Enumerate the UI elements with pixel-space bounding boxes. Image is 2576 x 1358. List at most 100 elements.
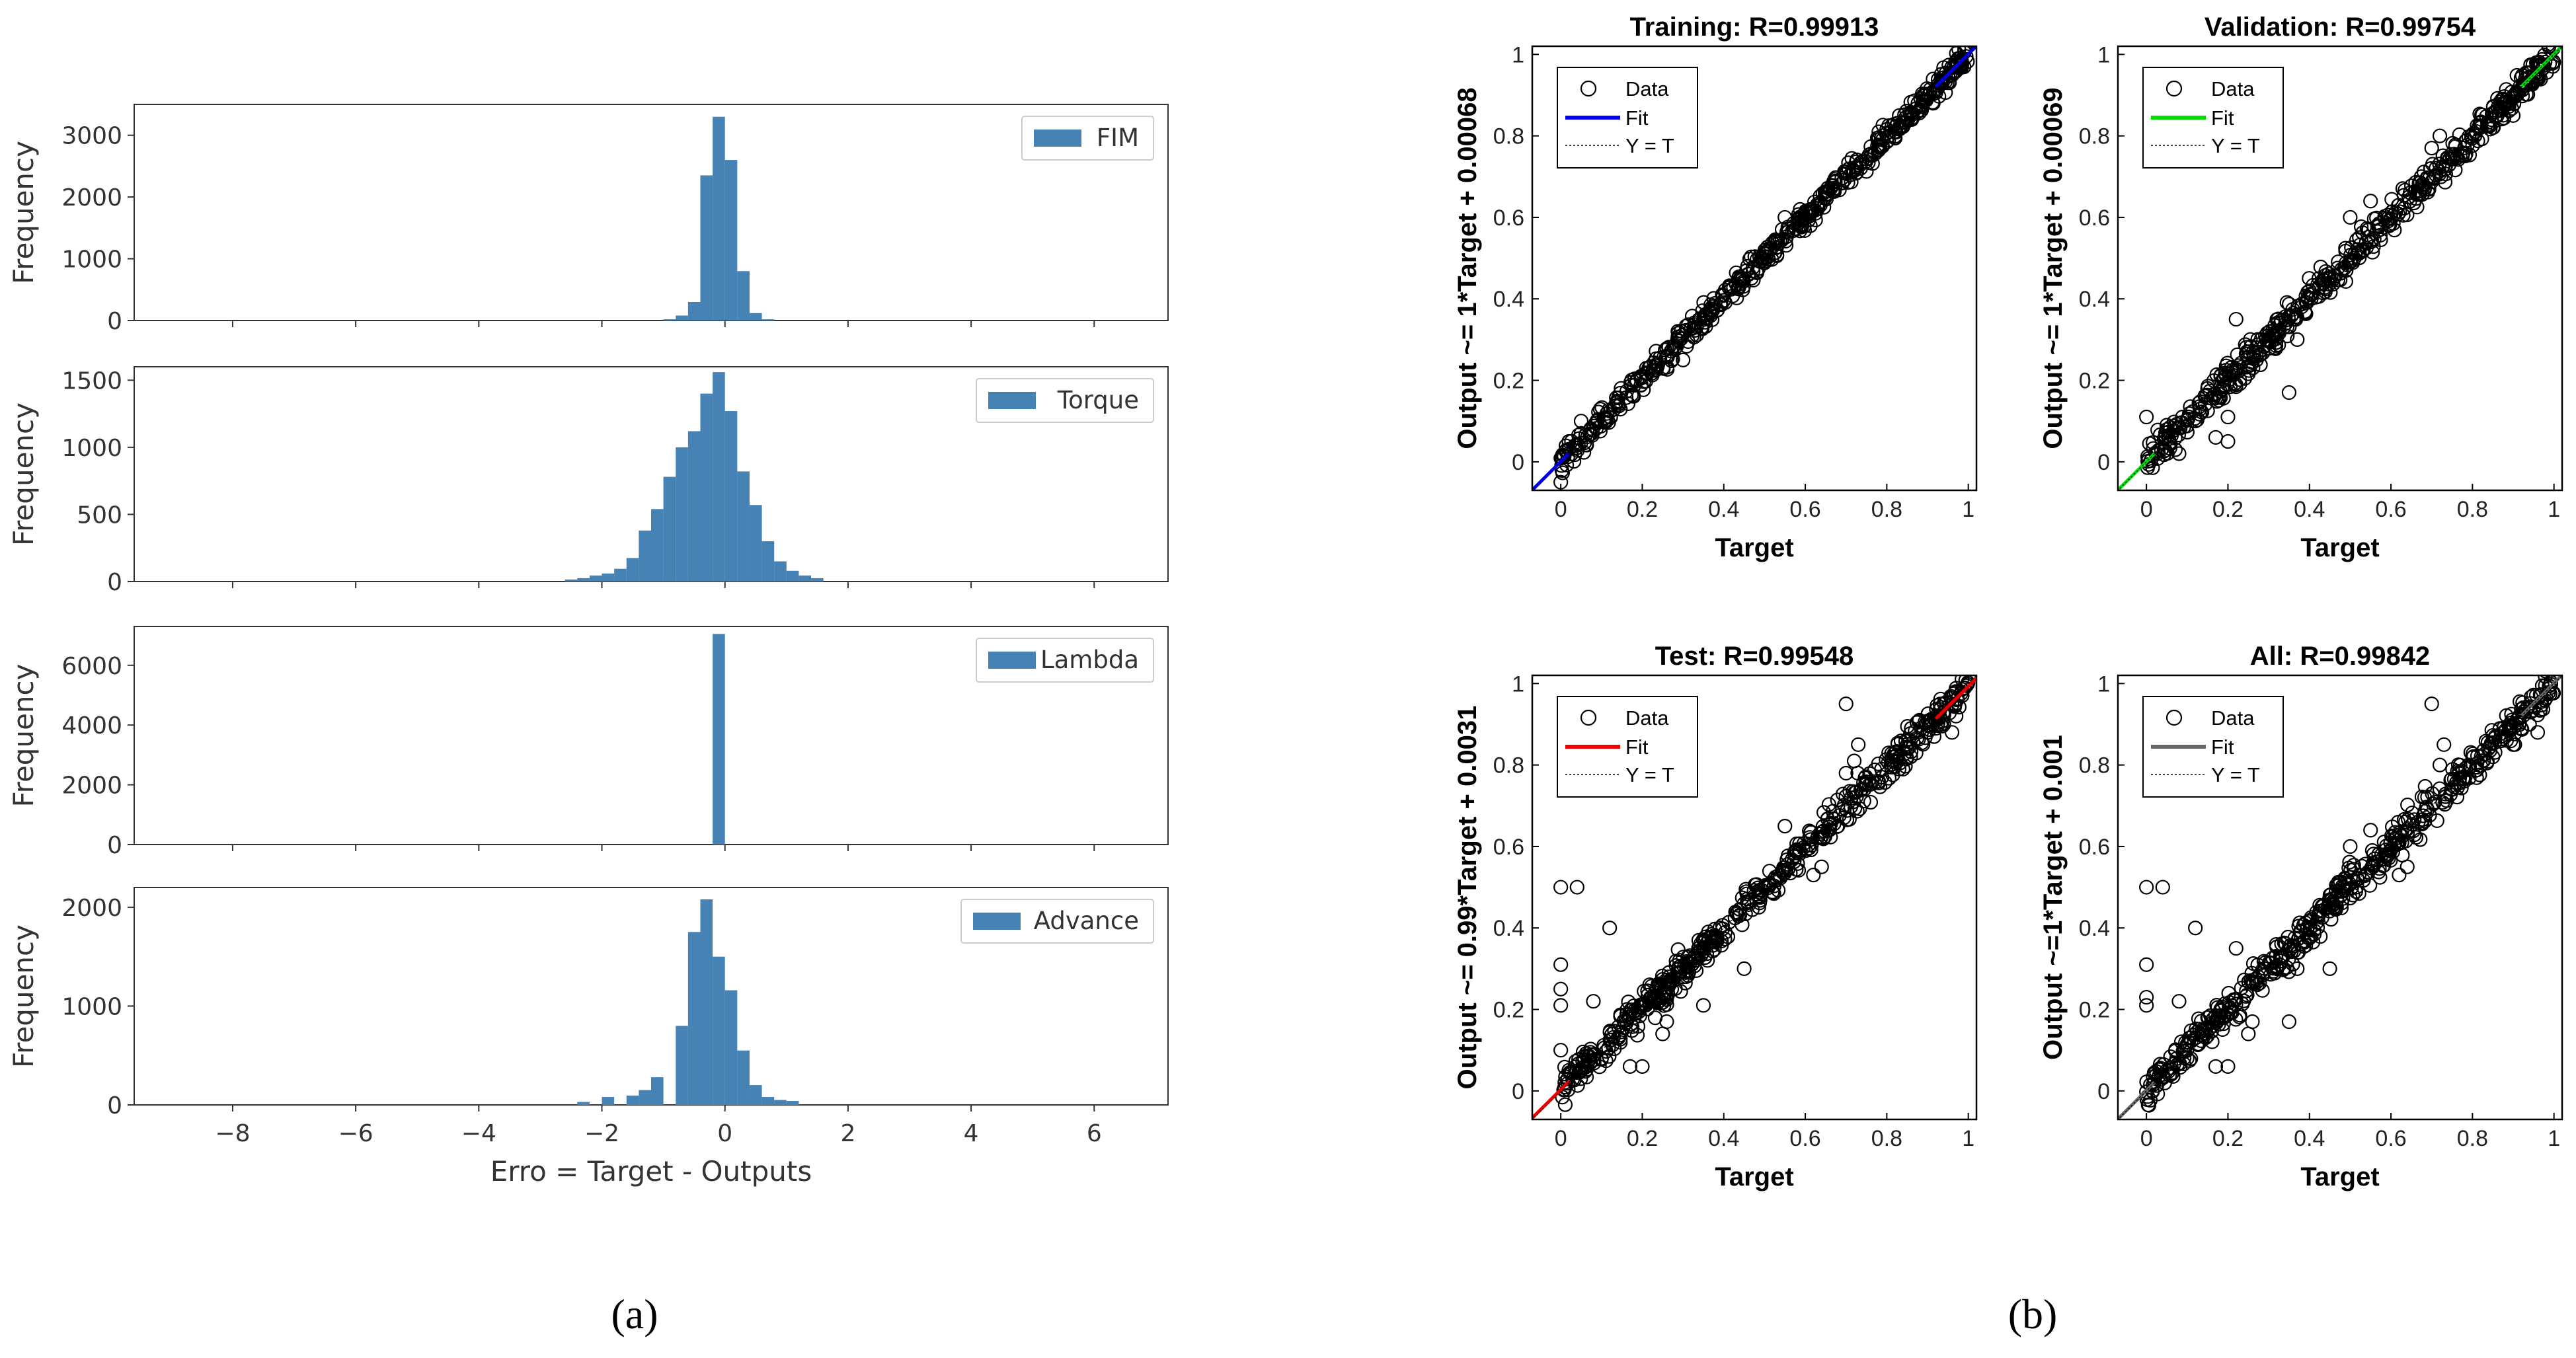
y-tick-label: 0.2 — [1493, 998, 1524, 1023]
histogram-panel-fim: 0 1000 2000 3000 Frequency FIM — [7, 104, 1169, 335]
y-tick-label: 1000 — [61, 435, 122, 462]
data-point — [2159, 1063, 2175, 1078]
y-tick-label: 0.6 — [2079, 206, 2110, 231]
x-tick-label: 0.2 — [2212, 497, 2244, 522]
plot-frame — [134, 104, 1169, 321]
data-point — [1871, 774, 1887, 789]
data-point — [2485, 120, 2501, 135]
legend-swatch — [1034, 130, 1081, 147]
regression-panel-3: 0 0.2 0.4 0.6 0.8 1 0 0.2 0.4 0.6 0.8 1 Test: R=0.99… — [1453, 642, 1978, 1191]
plot-area — [1532, 675, 1976, 1119]
x-tick-label: 0.6 — [2375, 497, 2406, 522]
data-point — [2188, 414, 2203, 429]
data-point — [2456, 774, 2472, 789]
data-point — [1659, 1014, 1674, 1030]
legend-marker-data — [2166, 709, 2183, 726]
legend-label-data: Data — [2211, 706, 2255, 730]
data-point — [2493, 100, 2509, 115]
data-point — [1949, 708, 1964, 724]
data-point — [2424, 697, 2439, 712]
x-tick-label: 0.2 — [1627, 497, 1658, 522]
y-axis-label: Frequency — [7, 924, 40, 1068]
x-tick-label: −6 — [338, 1120, 373, 1147]
data-point — [1635, 1059, 1650, 1074]
data-point — [1553, 957, 1569, 972]
fit-line-end — [1934, 675, 1976, 720]
histogram-bar — [749, 505, 762, 582]
legend-box — [976, 378, 1154, 423]
histogram-bar — [663, 476, 676, 582]
data-point — [2290, 332, 2305, 347]
data-point — [1936, 716, 1951, 732]
x-tick-label: 0 — [1555, 1126, 1567, 1151]
legend: Data Fit Y = T — [1557, 67, 1698, 169]
x-tick-label: −4 — [461, 1120, 496, 1147]
histogram-bar — [737, 271, 750, 321]
identity-line — [1532, 46, 1976, 490]
data-point — [2220, 1059, 2236, 1074]
histogram-bar — [749, 1085, 762, 1105]
x-tick-label: 1 — [1962, 1126, 1974, 1151]
y-tick-label: 0 — [107, 1092, 122, 1119]
data-point — [2139, 989, 2154, 1005]
y-tick-label: 6000 — [61, 653, 122, 680]
histogram-bar — [761, 1097, 775, 1105]
y-tick-label: 0.2 — [2079, 369, 2110, 394]
data-point — [1594, 1051, 1609, 1066]
y-tick-label: 4000 — [61, 712, 122, 739]
histogram-bar — [651, 1077, 664, 1105]
histogram-bar — [565, 579, 578, 582]
histogram-bar — [749, 313, 762, 321]
plot-frame — [1531, 45, 1978, 492]
histogram-bar — [676, 315, 688, 321]
data-point — [1912, 712, 1927, 728]
data-point — [2514, 721, 2529, 736]
data-point — [2290, 961, 2305, 976]
identity-line — [2118, 675, 2562, 1119]
y-tick-label: 0 — [2097, 1079, 2110, 1104]
data-point — [2220, 434, 2236, 449]
x-axis-label: Target — [2300, 533, 2379, 562]
y-tick-label: 0 — [107, 308, 122, 335]
data-point — [2485, 749, 2501, 765]
data-point — [2208, 1059, 2224, 1074]
histogram-bar — [700, 899, 713, 1105]
x-tick-label: 0.8 — [2457, 1126, 2488, 1151]
data-point — [1561, 434, 1577, 449]
histogram-bar — [811, 578, 824, 582]
data-point — [1904, 721, 1919, 736]
legend-label-data: Data — [1625, 706, 1669, 730]
x-tick-label: 0.8 — [1871, 497, 1902, 522]
legend-marker-data — [1580, 80, 1597, 97]
data-point — [2159, 418, 2175, 433]
x-tick-label: 0.8 — [1871, 1126, 1902, 1151]
data-point — [2188, 921, 2203, 936]
y-tick-label: 0.8 — [1493, 124, 1524, 149]
data-point — [2432, 757, 2448, 773]
x-tick-label: 0.6 — [1789, 497, 1820, 522]
legend-marker-data — [2166, 80, 2183, 97]
y-axis-label: Frequency — [7, 141, 40, 284]
data-point — [2343, 839, 2358, 854]
legend-label-fit: Fit — [1625, 736, 1649, 759]
legend-label-identity: Y = T — [1625, 134, 1674, 157]
legend-label: Torque — [1057, 386, 1139, 414]
y-tick-label: 1000 — [61, 246, 122, 274]
histogram-bar — [724, 411, 738, 582]
x-tick-label: 0.4 — [2294, 1126, 2325, 1151]
histogram-bar — [577, 1102, 590, 1105]
y-tick-label: 0.4 — [2079, 287, 2110, 312]
x-tick-label: 2 — [840, 1120, 855, 1147]
x-tick-label: 6 — [1087, 1120, 1102, 1147]
data-point — [1851, 737, 1866, 752]
y-tick-label: 1500 — [61, 367, 122, 395]
data-point — [2171, 994, 2187, 1009]
fit-line — [2118, 452, 2156, 490]
error-histograms: 0100020003000FrequencyFIM050010001500Fre… — [7, 104, 1169, 1188]
y-axis-label: Output ~= 1*Target + 0.00068 — [1453, 87, 1482, 449]
plot-frame — [2117, 674, 2563, 1121]
histogram-bar — [614, 568, 627, 582]
data-point — [2139, 998, 2154, 1013]
data-point — [2522, 716, 2537, 732]
fit-line — [2118, 1081, 2156, 1119]
